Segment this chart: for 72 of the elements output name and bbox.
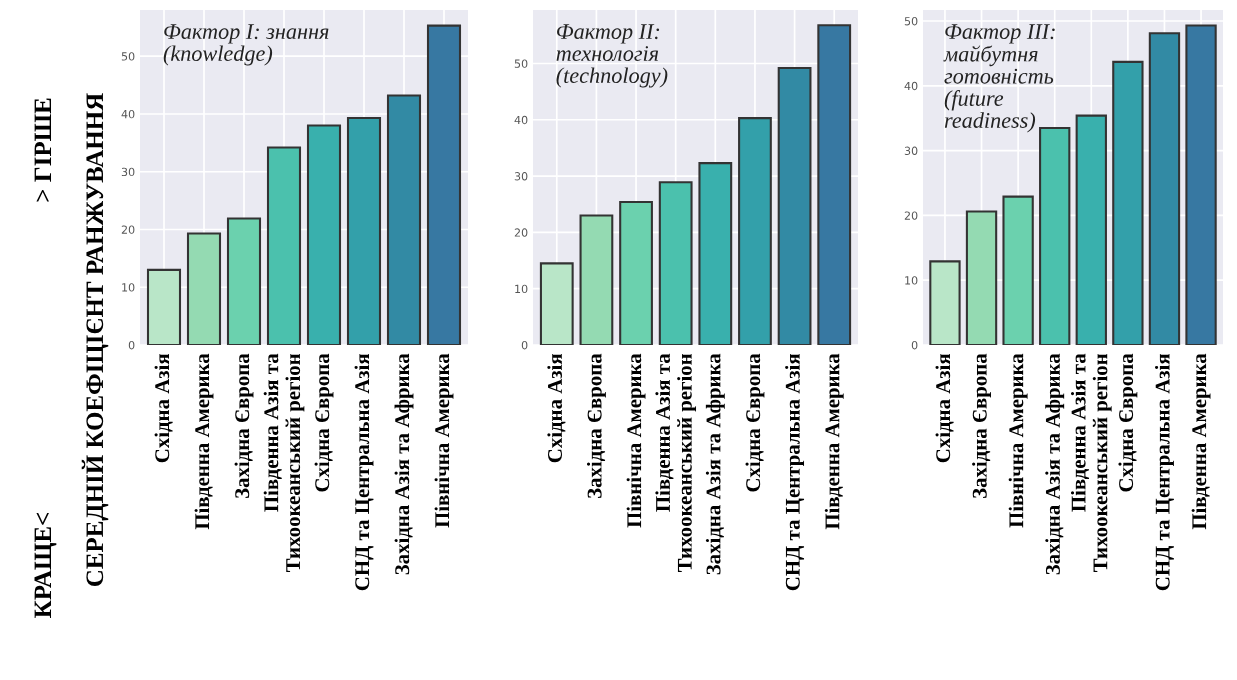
x-tick-label: Західна Європа bbox=[234, 353, 254, 498]
bar bbox=[1148, 32, 1181, 345]
y-tick-label: 0 bbox=[128, 340, 135, 350]
x-tick-label: СНД та Центральна Азія bbox=[1155, 353, 1174, 591]
bar bbox=[226, 217, 262, 345]
y-axis-title: СЕРЕДНІЙ КОЕФІЦІЄНТ РАНЖУВАННЯ bbox=[81, 93, 109, 587]
bar bbox=[1112, 60, 1144, 345]
y-tick-label: 30 bbox=[121, 167, 135, 177]
text: Фактор II: технологія (technology) bbox=[556, 24, 668, 88]
y-tick-label: 20 bbox=[514, 228, 528, 237]
bar bbox=[266, 146, 302, 345]
y-tick-label: 10 bbox=[905, 276, 918, 285]
x-tick-label: Східна Азія bbox=[935, 353, 954, 463]
x-tick-label: Північна Америка bbox=[1008, 353, 1028, 528]
y-tick-label: 50 bbox=[514, 59, 528, 68]
bar bbox=[539, 262, 574, 345]
y-tick-label: 0 bbox=[521, 340, 528, 350]
x-tick-label: Південна Азія та Тихоокеанський регіон bbox=[655, 353, 697, 572]
bar bbox=[738, 117, 772, 345]
x-tick-label: Східна Азія bbox=[547, 353, 566, 463]
x-tick-label: Західна Європа bbox=[586, 353, 606, 498]
y-tick-label: 40 bbox=[904, 81, 918, 91]
y-tick-label: 40 bbox=[121, 109, 135, 119]
x-tick-label: СНД та Центральна Азія bbox=[354, 353, 374, 591]
x-tick-label: Східна Європа bbox=[745, 353, 765, 492]
bar bbox=[619, 200, 653, 345]
x-tick-label: Західна Азія та Африка bbox=[705, 353, 725, 575]
bar bbox=[1075, 114, 1107, 345]
bar bbox=[426, 24, 462, 345]
y-tick-label: 20 bbox=[904, 211, 918, 220]
x-tick-label: Північна Америка bbox=[434, 353, 454, 528]
x-tick-label: СНД та Центральна Азія bbox=[785, 353, 805, 591]
bar bbox=[306, 124, 342, 345]
bar bbox=[698, 162, 733, 345]
y-tick-label: 50 bbox=[121, 52, 135, 61]
x-tick-label: Східна Європа bbox=[314, 353, 334, 492]
x-tick-label: Східна Європа bbox=[1118, 353, 1138, 492]
bar bbox=[777, 66, 812, 345]
y-tick-label: 10 bbox=[122, 283, 135, 292]
text: Фактор III: майбутня готовність (future readiness) bbox=[943, 24, 1055, 133]
y-tick-label: 30 bbox=[514, 172, 528, 181]
y-tick-label: 0 bbox=[911, 340, 918, 350]
bar bbox=[1185, 24, 1217, 345]
x-tick-label: Східна Азія bbox=[154, 353, 173, 463]
y-tick-label: 50 bbox=[904, 16, 918, 26]
y-tick-label: 10 bbox=[515, 284, 528, 294]
x-tick-label: Південна Азія та Тихоокеанський регіон bbox=[1070, 353, 1112, 572]
y-tick-label: 30 bbox=[904, 146, 918, 155]
bar bbox=[817, 24, 852, 345]
bar bbox=[579, 214, 614, 345]
x-tick-label: Південна Америка bbox=[1191, 353, 1211, 530]
text: > ГІРШЕ bbox=[34, 98, 52, 202]
bar bbox=[346, 116, 382, 345]
bar bbox=[1039, 126, 1071, 345]
x-tick-label: Північна Америка bbox=[626, 353, 646, 528]
x-tick-label: Західна Азія та Африка bbox=[394, 353, 414, 575]
y-tick-label: 20 bbox=[121, 225, 135, 234]
bar bbox=[146, 268, 182, 345]
bar bbox=[1002, 195, 1034, 345]
bar bbox=[965, 210, 998, 345]
x-tick-label: Західна Азія та Африка bbox=[1045, 353, 1065, 575]
y-tick-label: 40 bbox=[514, 115, 528, 125]
bar bbox=[386, 94, 422, 345]
bar bbox=[658, 181, 693, 345]
bar bbox=[186, 232, 222, 345]
text: Фактор I: знання (knowledge) bbox=[163, 24, 329, 66]
x-tick-label: Південна Азія та Тихоокеанський регіон bbox=[263, 353, 305, 572]
x-tick-label: Південна Америка bbox=[194, 353, 214, 530]
x-tick-label: Південна Америка bbox=[824, 353, 844, 530]
bar bbox=[929, 260, 961, 345]
x-tick-label: Західна Європа bbox=[972, 353, 991, 498]
text: КРАЩЕ< bbox=[34, 513, 57, 618]
